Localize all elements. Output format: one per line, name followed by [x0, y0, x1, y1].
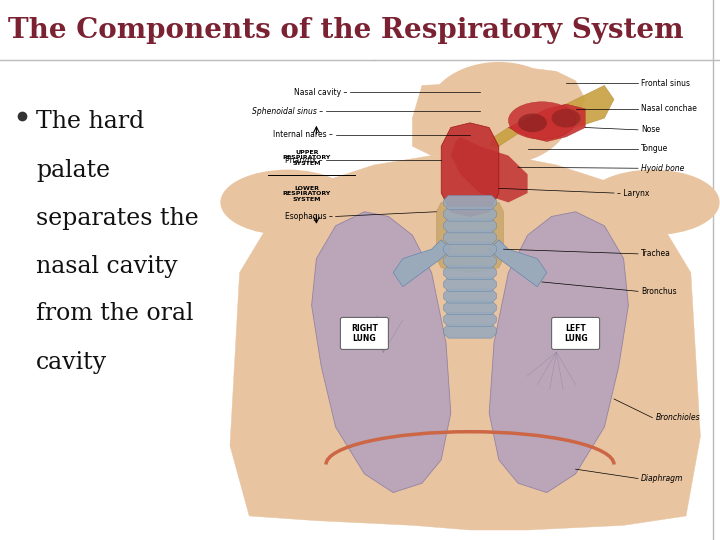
Text: Nasal cavity –: Nasal cavity – [294, 88, 347, 97]
Text: Nose: Nose [641, 125, 660, 134]
Polygon shape [444, 266, 496, 280]
Polygon shape [436, 202, 503, 273]
Text: LOWER
RESPIRATORY
SYSTEM: LOWER RESPIRATORY SYSTEM [283, 186, 331, 202]
Text: Bronchioles: Bronchioles [655, 413, 700, 422]
Polygon shape [312, 212, 451, 492]
Polygon shape [489, 85, 614, 146]
Polygon shape [444, 277, 496, 291]
Text: LEFT
LUNG: LEFT LUNG [564, 324, 588, 343]
Polygon shape [451, 137, 528, 202]
Text: palate: palate [36, 159, 110, 181]
Polygon shape [444, 324, 496, 338]
Polygon shape [444, 254, 496, 268]
Polygon shape [441, 123, 499, 217]
Text: Esophagus –: Esophagus – [284, 212, 333, 221]
Text: Sphenoidal sinus –: Sphenoidal sinus – [252, 106, 323, 116]
Ellipse shape [585, 170, 719, 235]
Text: cavity: cavity [36, 350, 107, 374]
Text: Bronchus: Bronchus [641, 287, 677, 296]
Ellipse shape [427, 62, 571, 165]
Text: The hard: The hard [36, 111, 144, 133]
Text: nasal cavity: nasal cavity [36, 254, 178, 278]
FancyBboxPatch shape [341, 318, 388, 349]
Polygon shape [413, 80, 528, 156]
Text: from the oral: from the oral [36, 302, 194, 326]
Polygon shape [444, 242, 496, 256]
Text: The Components of the Respiratory System: The Components of the Respiratory System [8, 17, 683, 44]
Text: Nasal conchae: Nasal conchae [641, 104, 697, 113]
Text: Pharynx –: Pharynx – [285, 156, 323, 165]
Text: Internal nares –: Internal nares – [273, 130, 333, 139]
Text: RIGHT
LUNG: RIGHT LUNG [351, 324, 378, 343]
Ellipse shape [508, 102, 575, 139]
Text: Trachea: Trachea [641, 249, 671, 258]
Ellipse shape [518, 113, 546, 132]
Polygon shape [444, 289, 496, 303]
Text: UPPER
RESPIRATORY
SYSTEM: UPPER RESPIRATORY SYSTEM [283, 150, 331, 166]
Text: Hyoid bone: Hyoid bone [641, 164, 685, 173]
Text: Tongue: Tongue [641, 144, 668, 153]
Text: Frontal sinus: Frontal sinus [641, 78, 690, 87]
Ellipse shape [552, 109, 580, 127]
Polygon shape [508, 104, 585, 141]
Polygon shape [489, 240, 546, 287]
Polygon shape [444, 207, 496, 221]
FancyBboxPatch shape [552, 318, 600, 349]
Polygon shape [230, 156, 701, 530]
Polygon shape [489, 212, 629, 492]
Polygon shape [413, 66, 585, 137]
Polygon shape [444, 301, 496, 315]
Polygon shape [444, 312, 496, 326]
Polygon shape [393, 240, 451, 287]
Ellipse shape [220, 170, 355, 235]
Text: – Larynx: – Larynx [617, 188, 649, 198]
Polygon shape [444, 219, 496, 233]
Polygon shape [444, 231, 496, 245]
Text: Diaphragm: Diaphragm [641, 474, 683, 483]
Text: separates the: separates the [36, 206, 199, 230]
Polygon shape [444, 195, 496, 210]
